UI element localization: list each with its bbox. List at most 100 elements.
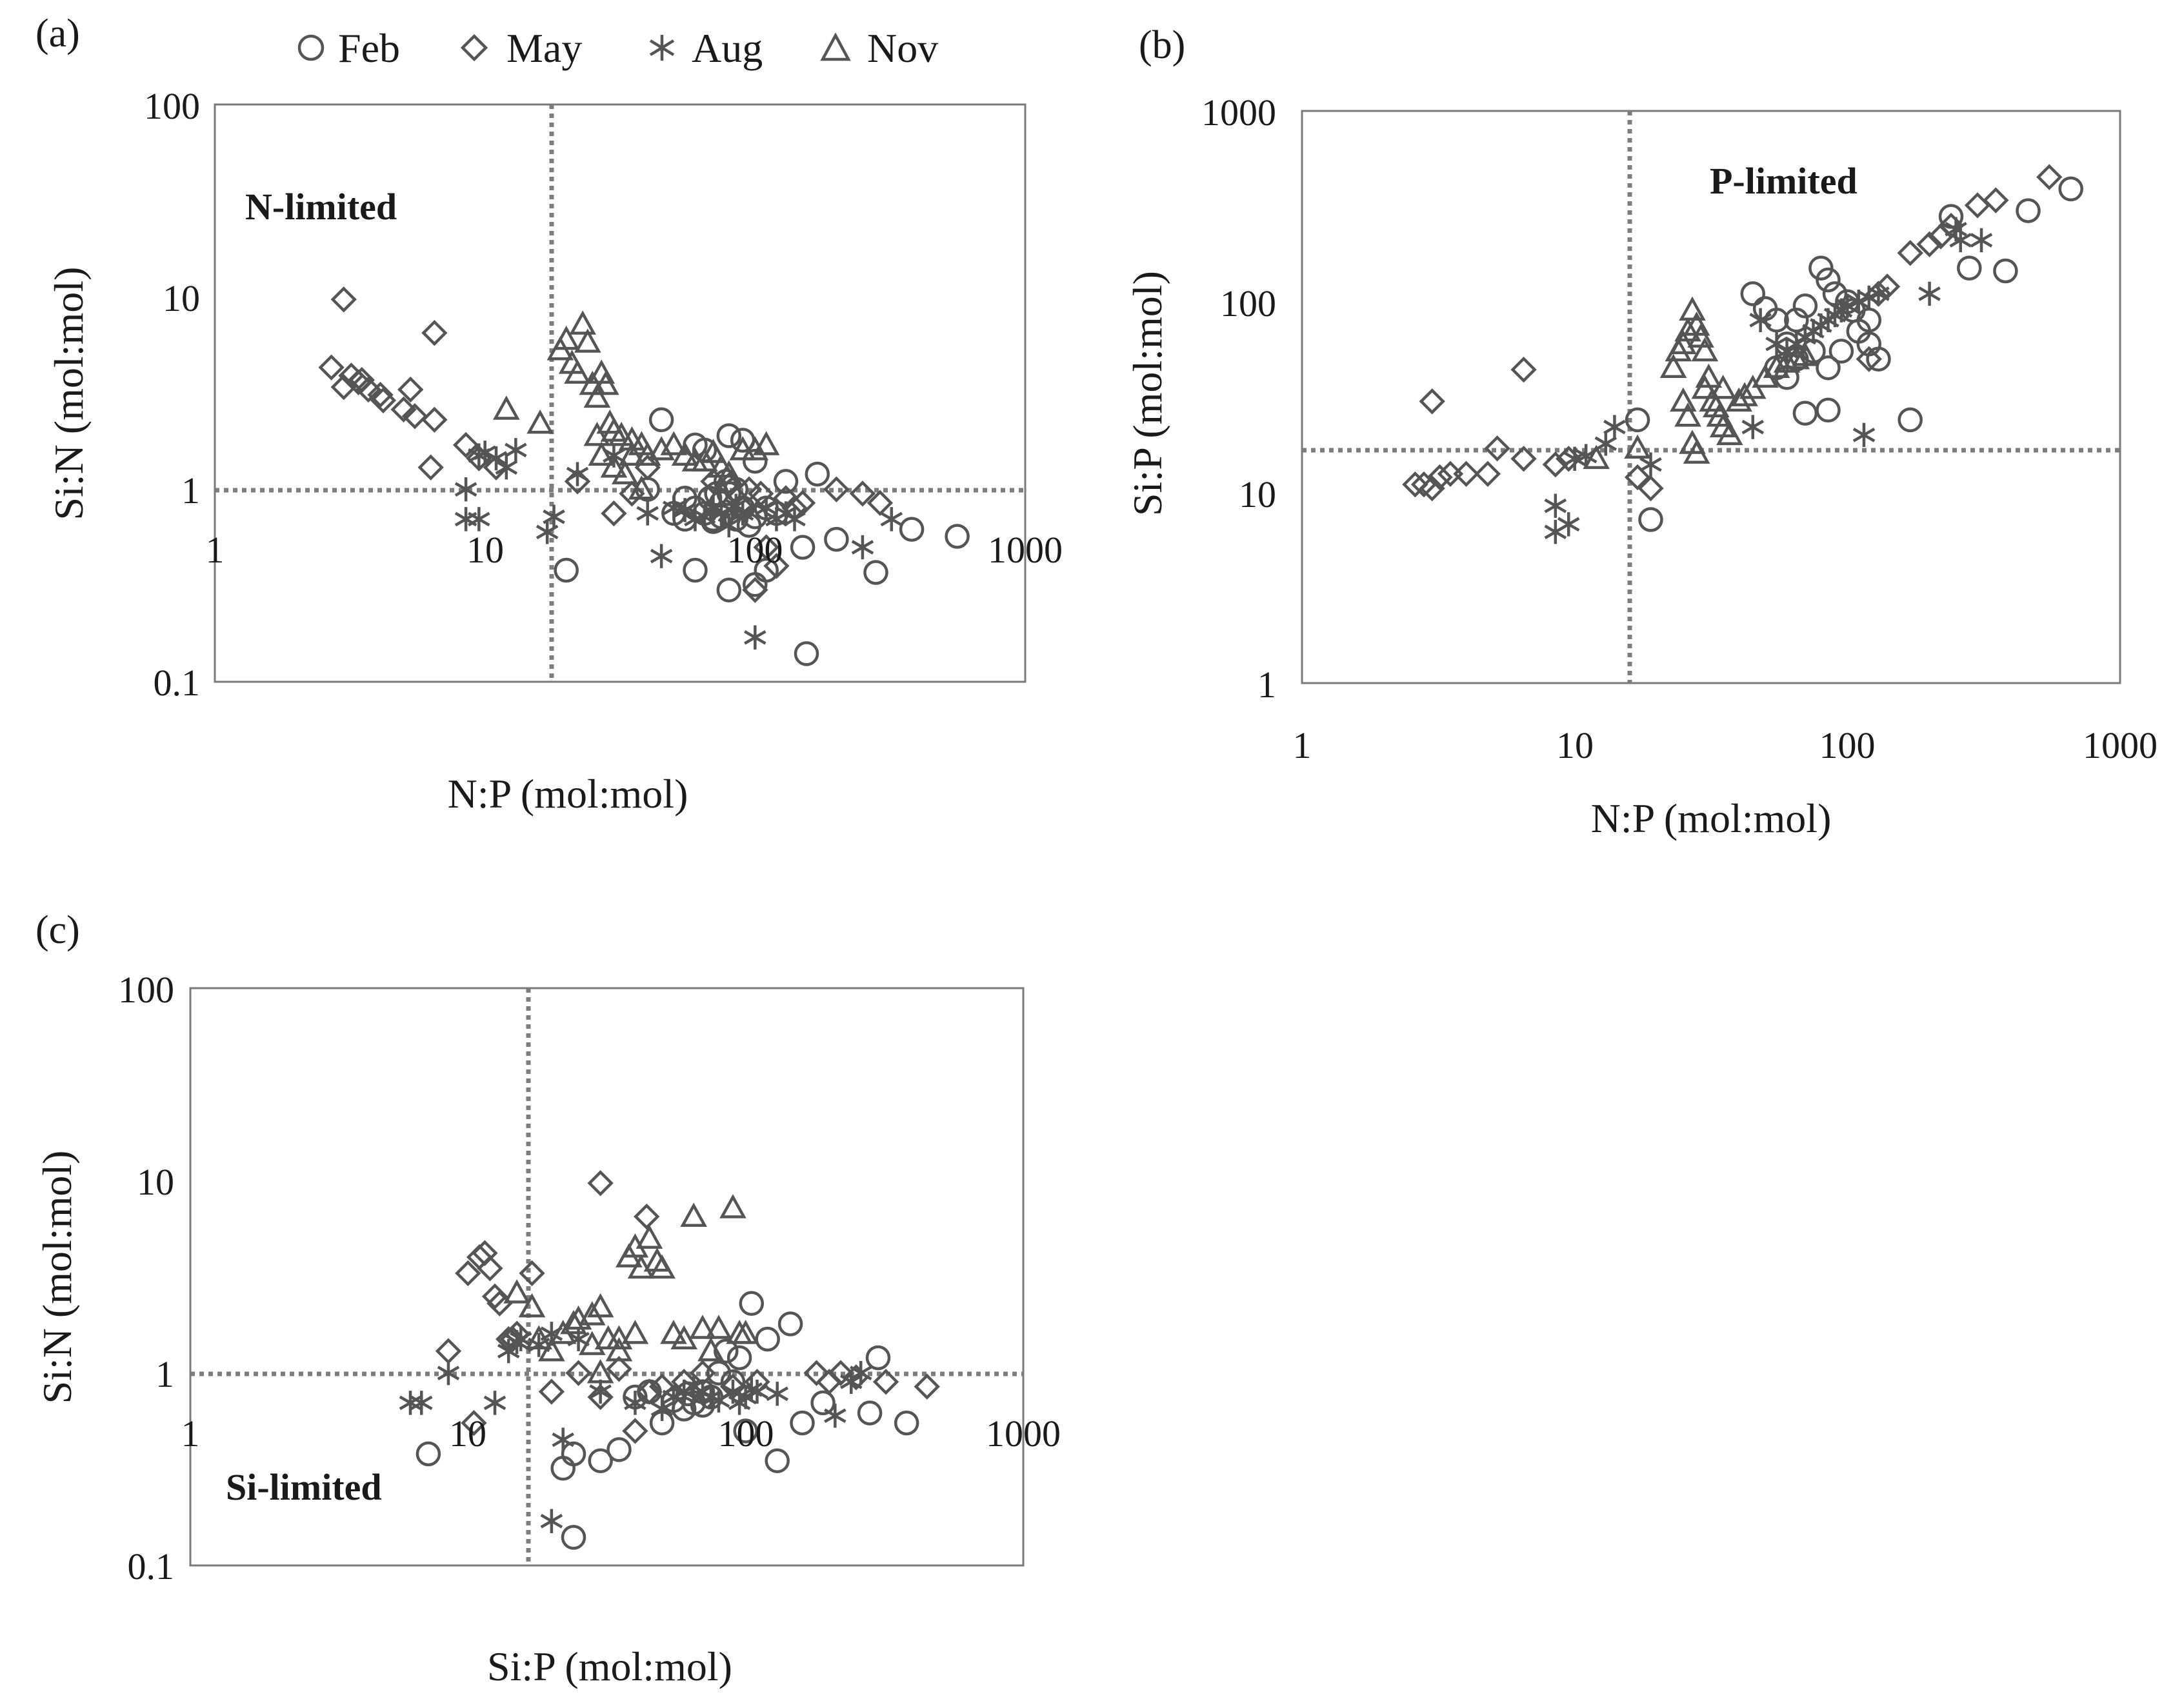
- panel-c-point-nov-7: [578, 1301, 606, 1326]
- panel-b-point-nov-6: [1679, 296, 1706, 321]
- panel-a-point-aug-0: [454, 477, 477, 502]
- panel-a-point-nov-18: [588, 441, 616, 466]
- panel-c-xtick-1000: 1000: [986, 1413, 1061, 1455]
- panel-b-point-nov-22: [1763, 353, 1790, 379]
- panel-c-point-feb-4: [588, 1448, 613, 1473]
- panel-c-point-feb-5: [606, 1437, 632, 1462]
- panel-c-point-aug-13: [624, 1391, 646, 1415]
- panel-a-x-axis-title: N:P (mol:mol): [448, 771, 688, 817]
- panel-b-point-feb-4: [1764, 308, 1789, 333]
- panel-c-point-aug-1: [410, 1391, 433, 1415]
- panel-a-point-nov-33: [752, 431, 780, 455]
- panel-b-point-aug-0: [1544, 520, 1567, 544]
- panel-c-point-may-18: [622, 1418, 648, 1444]
- panel-b-point-feb-28: [1828, 339, 1854, 364]
- panel-b-point-feb-21: [2058, 176, 2083, 202]
- panel-b-point-may-11: [1542, 451, 1569, 478]
- panel-c-point-nov-17: [660, 1320, 687, 1344]
- panel-b-xtick-100: 100: [1819, 724, 1876, 766]
- panel-b-point-nov-9: [1691, 337, 1719, 362]
- panel-a-xtick-1000: 1000: [988, 529, 1063, 571]
- panel-a-point-nov-32: [741, 436, 769, 461]
- panel-a-point-aug-22: [783, 507, 806, 531]
- panel-a-ytick-10: 10: [163, 277, 200, 319]
- panel-b-ytick-1: 1: [1257, 664, 1276, 706]
- panel-a-point-may-6: [367, 381, 394, 408]
- panel-c-point-nov-2: [525, 1325, 553, 1349]
- panel-c-point-nov-1: [518, 1293, 546, 1318]
- panel-c-point-nov-16: [648, 1254, 676, 1279]
- panel-a-point-feb-30: [743, 448, 768, 474]
- panel-c-xtick-1: 1: [181, 1413, 200, 1455]
- panel-a-ytick-1: 1: [181, 470, 200, 511]
- panel-c-point-nov-21: [697, 1337, 725, 1362]
- panel-a-point-may-25: [753, 534, 779, 561]
- panel-c-point-aug-25: [746, 1379, 768, 1404]
- panel-a-point-aug-1: [454, 507, 477, 531]
- panel-c-point-aug-3: [483, 1391, 506, 1415]
- panel-a-point-aug-6: [495, 455, 518, 480]
- panel-a-point-aug-10: [566, 462, 589, 486]
- legend-marker-aug: [649, 35, 675, 61]
- panel-b-xtick-10: 10: [1556, 724, 1594, 766]
- panel-b-point-nov-24: [1783, 345, 1810, 370]
- panel-a-point-may-20: [619, 481, 645, 507]
- panel-c-point-feb-18: [765, 1448, 790, 1473]
- panel-b-y-axis-title: Si:P (mol:mol): [1125, 271, 1170, 516]
- panel-a-point-aug-24: [880, 507, 903, 531]
- panel-b-point-nov-25: [1792, 342, 1819, 366]
- panel-c-point-feb-15: [733, 1418, 758, 1444]
- panel-a-point-aug-29: [725, 493, 748, 519]
- panel-a-point-aug-23: [851, 535, 874, 560]
- panel-c-point-may-17: [606, 1356, 632, 1382]
- legend-entry-aug: Aug: [649, 25, 763, 71]
- panel-c-point-nov-27: [605, 1337, 633, 1362]
- panel-b-point-may-3: [1419, 388, 1445, 415]
- panel-c-point-feb-20: [790, 1410, 815, 1436]
- panel-b-xtick-1000: 1000: [2083, 724, 2158, 766]
- panel-c-point-nov-3: [538, 1337, 565, 1362]
- panel-c-point-feb-3: [561, 1525, 586, 1550]
- panel-a-point-feb-1: [648, 407, 674, 433]
- panel-b-point-nov-29: [1709, 374, 1737, 399]
- panel-b-point-feb-15: [1816, 397, 1841, 423]
- panel-c-point-aug-29: [849, 1360, 872, 1385]
- panel-a-plot-area: [214, 103, 1026, 683]
- panel-a-point-nov-17: [583, 421, 611, 446]
- panel-c-point-may-27: [827, 1360, 854, 1386]
- panel-a-point-feb-7: [794, 641, 819, 666]
- panel-a-point-nov-25: [671, 441, 699, 466]
- panel-a-point-nov-5: [564, 359, 591, 384]
- panel-a-ytick-0.1: 0.1: [154, 662, 201, 704]
- panel-a-point-aug-12: [636, 501, 659, 526]
- panel-c-point-aug-26: [766, 1382, 788, 1406]
- panel-c-point-aug-28: [840, 1369, 863, 1395]
- legend-marker-may: [460, 34, 488, 62]
- legend-entry-nov: Nov: [820, 25, 938, 71]
- panel-c-point-nov-10: [605, 1325, 633, 1349]
- panel-a-point-feb-3: [716, 577, 742, 602]
- panel-a-point-nov-21: [628, 475, 656, 500]
- panel-b-point-feb-9: [1816, 267, 1841, 293]
- panel-b-point-nov-23: [1773, 348, 1801, 373]
- panel-a-point-nov-6: [569, 310, 596, 335]
- panel-c-point-nov-19: [680, 1202, 707, 1227]
- panel-b-ytick-100: 100: [1220, 283, 1276, 324]
- panel-a-points: [318, 286, 970, 666]
- panel-a-point-feb-12: [945, 524, 970, 549]
- panel-c-point-aug-8: [540, 1509, 563, 1533]
- panel-b-point-feb-8: [1808, 255, 1834, 281]
- panel-b-point-aug-19: [1836, 293, 1859, 318]
- panel-b-label: (b): [1139, 23, 1185, 67]
- panel-a-point-aug-19: [755, 495, 777, 521]
- panel-c-point-nov-23: [719, 1194, 746, 1218]
- panel-a-point-may-19: [601, 500, 627, 527]
- panel-a-point-may-8: [370, 387, 397, 413]
- panel-a-point-nov-1: [526, 409, 554, 434]
- panel-c-point-nov-8: [586, 1293, 614, 1318]
- panel-c-point-may-0: [435, 1338, 462, 1364]
- panel-b-point-aug-26: [1970, 228, 1993, 253]
- panel-b-point-aug-22: [1867, 281, 1890, 306]
- panel-c-point-aug-6: [509, 1327, 532, 1351]
- panel-b-region-label: P-limited: [1710, 160, 1858, 202]
